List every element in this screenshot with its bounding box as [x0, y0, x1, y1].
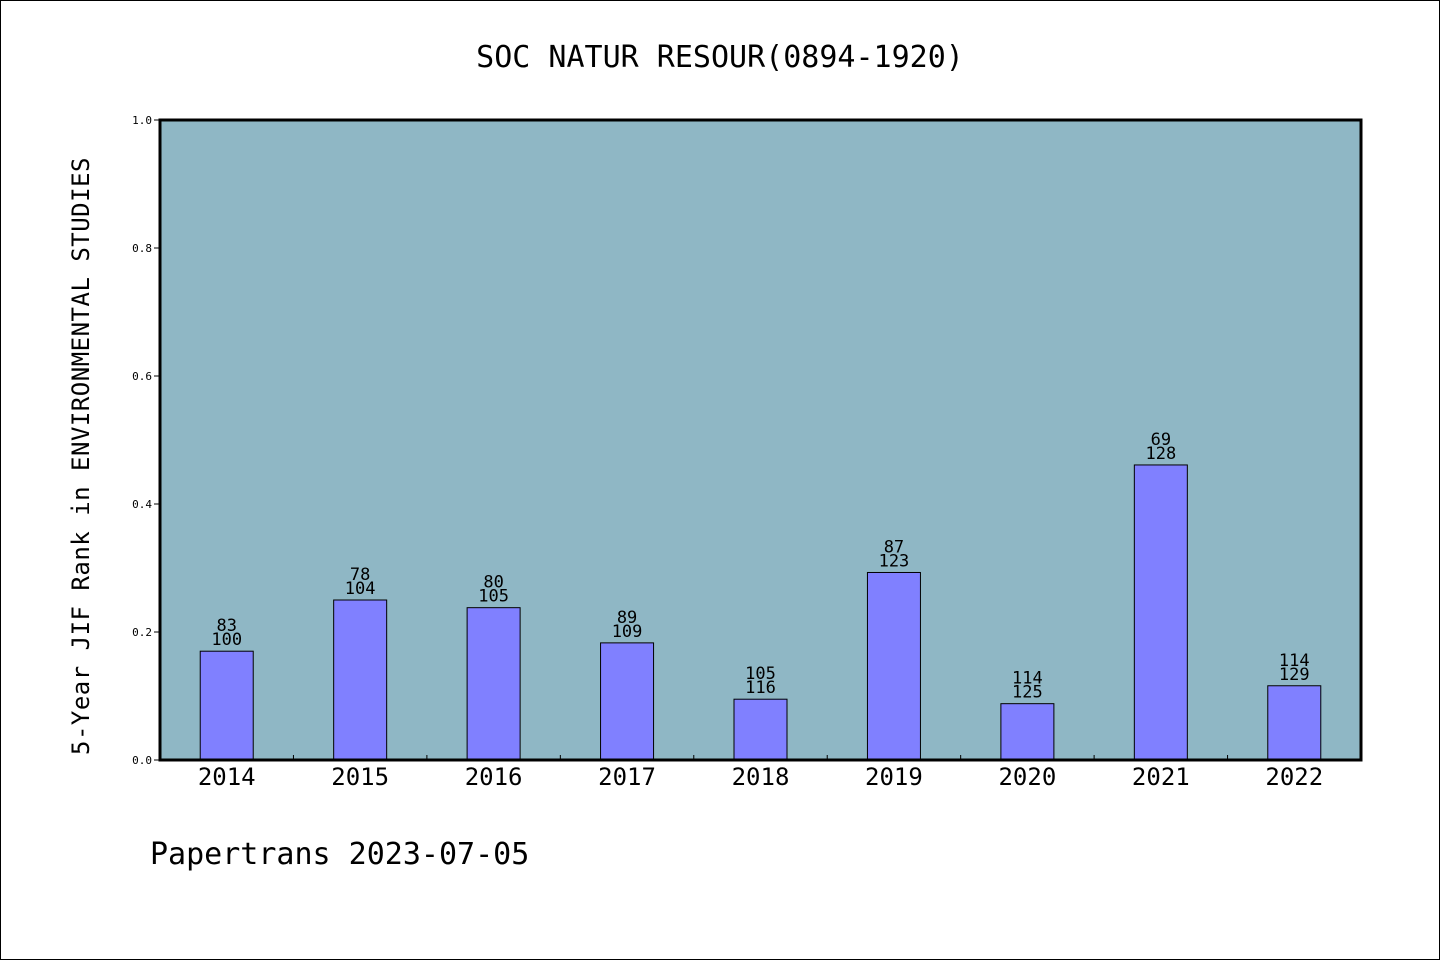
- bar: [199, 650, 254, 761]
- bar-total-label: 105: [478, 587, 509, 607]
- bar-total-label: 116: [745, 678, 776, 698]
- plot-border: [158, 118, 1363, 762]
- y-axis-label: 5-Year JIF Rank in ENVIRONMENTAL STUDIES: [67, 157, 95, 755]
- y-axis-ticks: 0.0 0.2 0.4 0.6 0.8 1.0: [132, 114, 160, 767]
- y-tick-label: 1.0: [132, 114, 152, 127]
- y-tick-label: 0.6: [132, 370, 152, 383]
- bar: [733, 698, 788, 761]
- bar-total-label: 129: [1279, 665, 1310, 685]
- bar-total-label: 109: [612, 622, 643, 642]
- bar: [1000, 703, 1055, 761]
- bar: [333, 599, 388, 761]
- bar-rank-label: 114: [1012, 669, 1043, 689]
- bar-rank-label: 114: [1279, 651, 1310, 671]
- y-tick-label: 0.8: [132, 242, 152, 255]
- x-tick-label: 2015: [331, 763, 389, 791]
- y-tick-label: 0.0: [132, 754, 152, 767]
- bar-total-label: 104: [345, 579, 376, 599]
- bar-total-label: 100: [211, 630, 242, 650]
- bar-rank-label: 78: [350, 565, 370, 585]
- bar: [1133, 464, 1188, 761]
- bar-rank-label: 83: [216, 616, 236, 636]
- bar: [1267, 685, 1322, 761]
- bar-total-label: 123: [879, 551, 910, 571]
- y-tick-label: 0.4: [132, 498, 152, 511]
- bar-rank-label: 69: [1151, 430, 1171, 450]
- x-tick-label: 2020: [998, 763, 1056, 791]
- x-tick-label: 2017: [598, 763, 656, 791]
- bar-rank-label: 105: [745, 664, 776, 684]
- bars: [199, 464, 1322, 761]
- bar-total-label: 125: [1012, 683, 1043, 703]
- bar-rank-label: 80: [483, 573, 503, 593]
- x-tick-label: 2016: [465, 763, 523, 791]
- chart-title: SOC NATUR RESOUR(0894-1920): [476, 40, 964, 75]
- x-tick-label: 2014: [198, 763, 256, 791]
- bar-rank-label: 89: [617, 608, 637, 628]
- bar: [866, 571, 921, 761]
- bar-rank-label: 87: [884, 537, 904, 557]
- x-tick-label: 2019: [865, 763, 923, 791]
- bar: [466, 607, 521, 761]
- x-tick-label: 2018: [732, 763, 790, 791]
- x-axis-ticks: 2014 2015 2016 2017 2018 2019 2020 2021 2022: [198, 755, 1323, 791]
- x-tick-label: 2021: [1132, 763, 1190, 791]
- bar: [600, 642, 655, 761]
- bar-total-label: 128: [1145, 444, 1176, 464]
- x-tick-label: 2022: [1265, 763, 1323, 791]
- y-tick-label: 0.2: [132, 626, 152, 639]
- footer-credit: Papertrans 2023-07-05: [150, 837, 529, 872]
